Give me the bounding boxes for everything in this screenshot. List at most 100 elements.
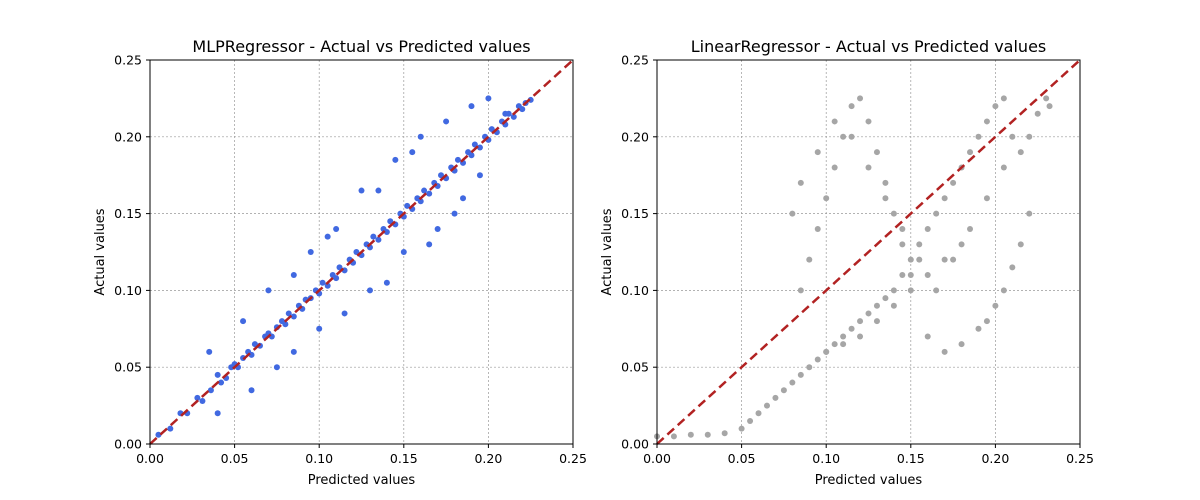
data-point [426,241,433,248]
data-point [890,302,897,309]
data-point [1046,103,1053,110]
data-point [882,179,889,186]
plot-frame [656,59,1081,445]
y-tick-label: 0.20 [114,129,142,144]
data-point [873,302,880,309]
data-point [848,133,855,140]
data-point [899,272,906,279]
x-tick-label: 0.20 [981,451,1009,466]
data-point [738,425,745,432]
reference-line [656,59,1081,445]
data-point [316,325,323,332]
data-point [975,325,982,332]
data-point [214,410,221,417]
data-point [857,318,864,325]
data-point [1017,149,1024,156]
data-point [873,149,880,156]
data-point [941,256,948,263]
data-point [967,225,974,232]
data-point [400,249,407,255]
data-point [831,118,838,125]
data-point [747,417,754,424]
data-point [218,379,225,386]
x-tick-label: 0.15 [897,451,925,466]
y-tick-label: 0.10 [621,283,649,298]
data-point [240,318,247,325]
data-point [975,133,982,140]
data-point [950,179,957,186]
y-tick-label: 0.15 [114,206,142,221]
data-point [510,113,517,120]
data-point [1017,241,1024,248]
data-point [755,410,762,417]
chart-title: MLPRegressor - Actual vs Predicted value… [192,37,530,56]
data-point [814,356,821,363]
x-tick-label: 0.15 [390,451,418,466]
data-point [958,341,965,348]
x-tick-label: 0.05 [221,451,249,466]
data-point [789,210,796,217]
data-point [797,179,804,186]
data-point [383,279,390,286]
plot-frame [149,59,574,445]
data-point [333,275,340,282]
data-point [899,225,906,232]
data-point [814,225,821,232]
y-tick-label: 0.10 [114,283,142,298]
data-point [1000,287,1007,294]
data-point [840,341,847,348]
y-tick-label: 0.05 [114,360,142,375]
data-point [404,202,411,209]
data-point [207,387,214,394]
data-point [454,156,461,163]
data-point [290,272,297,279]
y-tick-label: 0.00 [621,437,649,452]
data-point [387,218,394,225]
data-point [780,387,787,394]
data-point [421,187,428,194]
data-point [471,141,478,148]
data-point [916,241,923,248]
data-point [460,195,467,202]
data-point [417,133,424,140]
data-point [443,118,450,125]
data-point [324,282,331,289]
data-point [992,302,999,309]
data-point [167,425,174,432]
data-point [383,229,390,236]
x-tick-label: 0.00 [643,451,671,466]
data-point [199,397,206,404]
x-tick-label: 0.00 [136,451,164,466]
data-point [285,310,292,317]
data-point [206,348,213,355]
data-point [983,118,990,125]
data-point [924,272,931,279]
y-tick-label: 0.15 [621,206,649,221]
data-point [941,348,948,355]
x-tick-label: 0.25 [1066,451,1094,466]
data-point [865,164,872,171]
data-point [426,190,433,197]
data-point [950,256,957,263]
data-point [899,241,906,248]
data-point [375,187,382,194]
data-point [670,433,677,440]
x-axis-label: Predicted values [815,473,923,488]
data-point [983,318,990,325]
data-point [763,402,770,409]
data-point [840,333,847,340]
data-point [983,195,990,202]
data-point [341,310,348,317]
x-tick-label: 0.25 [559,451,587,466]
data-point [831,164,838,171]
data-point [967,149,974,156]
x-tick-label: 0.05 [728,451,756,466]
data-point [417,198,424,205]
data-point [797,371,804,378]
y-axis-label: Actual values [93,208,108,295]
data-point [451,210,458,217]
data-point [273,364,280,371]
scatter-panel-mlp: 0.00 0.05 0.10 0.15 0.20 0.25 0.00 0.05 0.10 0.15… [93,37,587,488]
data-point [502,110,509,117]
